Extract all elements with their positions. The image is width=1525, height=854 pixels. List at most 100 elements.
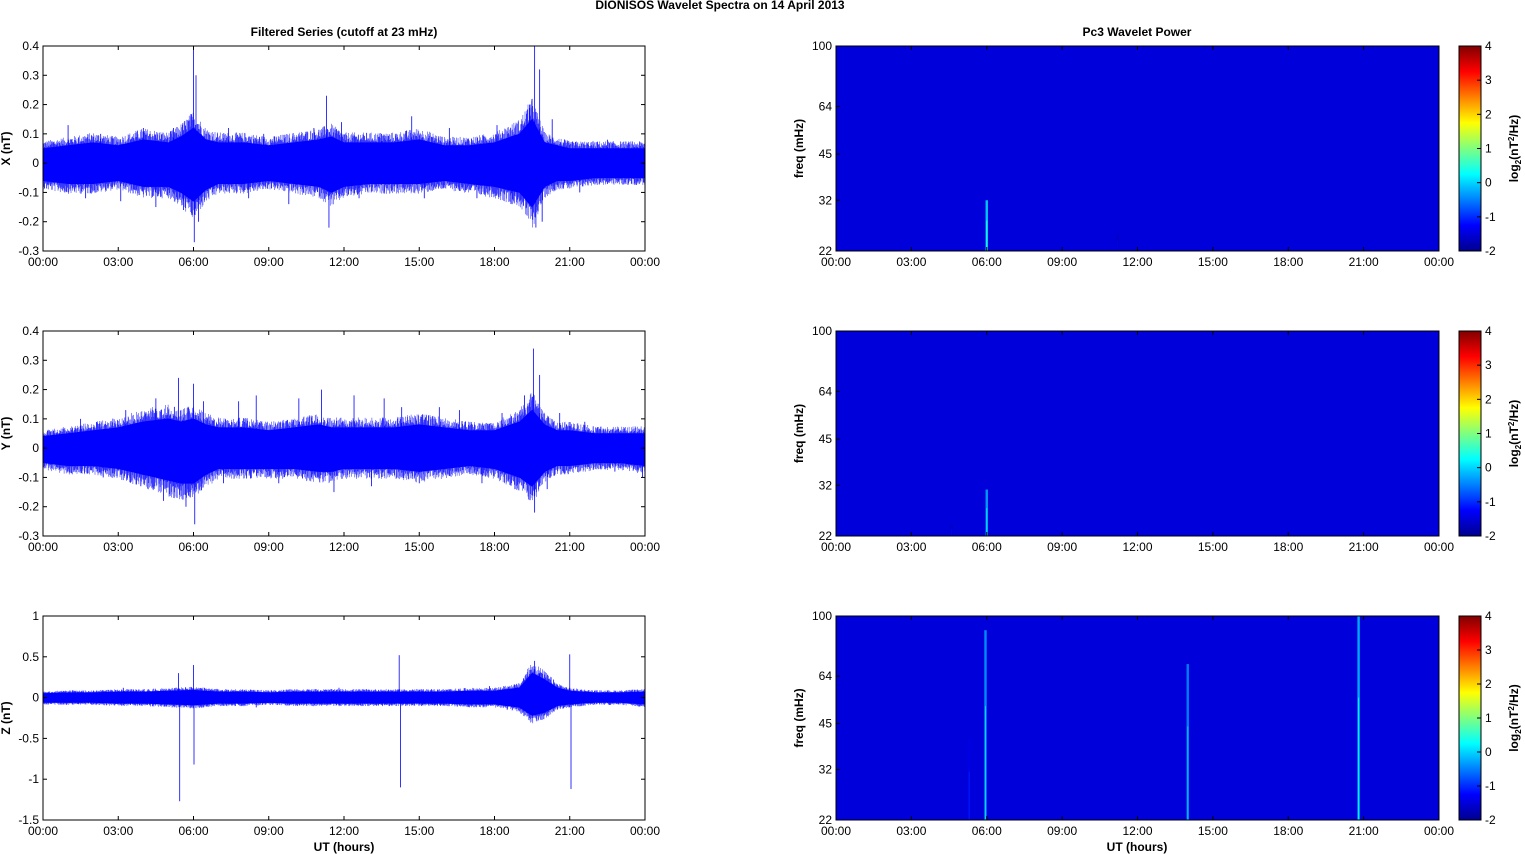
y-axis-label: freq (mHz) <box>792 119 806 178</box>
x-tick-label: 15:00 <box>1198 540 1228 554</box>
y-tick-label: 0.4 <box>22 324 39 338</box>
x-tick-label: 21:00 <box>555 255 585 269</box>
x-tick-label: 03:00 <box>896 255 926 269</box>
y-tick-label: -0.2 <box>18 500 39 514</box>
colorbar-tick-label: 3 <box>1485 643 1492 657</box>
colorbar-tick-label: -2 <box>1485 529 1496 543</box>
y-tick-label: 22 <box>819 813 833 827</box>
colorbar-label: log2(nT2/Hz) <box>1507 400 1523 468</box>
x-tick-label: 00:00 <box>630 540 660 554</box>
x-tick-label: 00:00 <box>630 255 660 269</box>
colorbar-tick-label: -2 <box>1485 244 1496 258</box>
y-tick-label: 45 <box>819 717 833 731</box>
x-tick-label: 06:00 <box>972 824 1002 838</box>
x-tick-label: 03:00 <box>896 824 926 838</box>
x-tick-label: 21:00 <box>1349 255 1379 269</box>
colorbar-tick-label: 0 <box>1485 461 1492 475</box>
x-tick-label: 09:00 <box>1047 540 1077 554</box>
x-tick-label: 00:00 <box>1424 540 1454 554</box>
y-tick-label: 0.5 <box>22 650 39 664</box>
x-tick-label: 15:00 <box>1198 255 1228 269</box>
colorbar-tick-label: 2 <box>1485 677 1492 691</box>
x-tick-label: 12:00 <box>1122 540 1152 554</box>
y-tick-label: 0 <box>32 156 39 170</box>
power-streak-core <box>1187 726 1189 820</box>
x-tick-label: 18:00 <box>479 540 509 554</box>
y-tick-label: 0.2 <box>22 383 39 397</box>
y-tick-label: -0.3 <box>18 244 39 258</box>
left-column-title: Filtered Series (cutoff at 23 mHz) <box>251 25 438 39</box>
x-tick-label: 12:00 <box>329 540 359 554</box>
y-tick-label: 0 <box>32 691 39 705</box>
y-tick-label: 32 <box>819 763 833 777</box>
x-tick-label: 09:00 <box>1047 255 1077 269</box>
right-column-title: Pc3 Wavelet Power <box>1083 25 1192 39</box>
colorbar-tick-label: 2 <box>1485 107 1492 121</box>
heatmap-background <box>836 46 1439 251</box>
y-tick-label: 64 <box>819 669 833 683</box>
colorbar: -2 -1 0 1 2 3 4 log2(nT2/Hz) <box>1458 324 1523 543</box>
colorbar: -2 -1 0 1 2 3 4 log2(nT2/Hz) <box>1458 609 1523 827</box>
y-tick-label: 64 <box>819 384 833 398</box>
y-tick-label: 100 <box>812 324 832 338</box>
x-tick-label: 03:00 <box>103 824 133 838</box>
x-tick-label: 00:00 <box>821 540 851 554</box>
y-tick-label: 0.3 <box>22 353 39 367</box>
colorbar-tick-label: 3 <box>1485 358 1492 372</box>
xlabel-right: UT (hours) <box>1107 840 1168 854</box>
power-streak-core <box>984 706 986 820</box>
time-series-panel-y: -0.3 -0.2 -0.1 0 0.1 0.2 0.3 0.4 00:00 03:00 06:00… <box>0 324 660 554</box>
x-tick-label: 03:00 <box>103 255 133 269</box>
y-tick-label: -1 <box>28 772 39 786</box>
colorbar-tick-label: -2 <box>1485 813 1496 827</box>
x-tick-label: 12:00 <box>329 255 359 269</box>
x-tick-label: 03:00 <box>103 540 133 554</box>
colorbar: -2 -1 0 1 2 3 4 log2(nT2/Hz) <box>1458 39 1523 258</box>
y-axis-label: Z (nT) <box>0 701 13 734</box>
x-tick-label: 21:00 <box>1349 824 1379 838</box>
x-tick-label: 00:00 <box>630 824 660 838</box>
x-tick-label: 21:00 <box>555 824 585 838</box>
y-axis-label: Y (nT) <box>0 417 13 451</box>
x-tick-label: 12:00 <box>1122 255 1152 269</box>
x-tick-label: 18:00 <box>479 255 509 269</box>
colorbar-tick-label: 3 <box>1485 73 1492 87</box>
y-axis-label: freq (mHz) <box>792 688 806 747</box>
y-tick-label: 45 <box>819 432 833 446</box>
y-tick-label: 0 <box>32 441 39 455</box>
figure-title: DIONISOS Wavelet Spectra on 14 April 201… <box>595 0 845 12</box>
y-axis-label: X (nT) <box>0 132 13 166</box>
x-tick-label: 00:00 <box>28 255 58 269</box>
x-tick-label: 18:00 <box>479 824 509 838</box>
x-tick-label: 12:00 <box>1122 824 1152 838</box>
time-series-panel-z: -1.5 -1 -0.5 0 0.5 1 00:00 03:00 06:00 09:00 12:00… <box>0 609 660 838</box>
colorbar-tick-label: 1 <box>1485 711 1492 725</box>
y-tick-label: 22 <box>819 244 833 258</box>
x-tick-label: 00:00 <box>821 824 851 838</box>
y-tick-label: 22 <box>819 529 833 543</box>
x-tick-label: 00:00 <box>28 824 58 838</box>
xlabel-left: UT (hours) <box>314 840 375 854</box>
x-tick-label: 18:00 <box>1273 540 1303 554</box>
x-tick-label: 09:00 <box>254 255 284 269</box>
colorbar-tick-label: -1 <box>1485 495 1496 509</box>
y-tick-label: 32 <box>819 478 833 492</box>
colorbar-label: log2(nT2/Hz) <box>1507 115 1523 183</box>
y-axis-label: freq (mHz) <box>792 404 806 463</box>
x-tick-label: 00:00 <box>28 540 58 554</box>
x-tick-label: 00:00 <box>1424 255 1454 269</box>
x-tick-label: 06:00 <box>178 255 208 269</box>
y-tick-label: -0.3 <box>18 529 39 543</box>
y-tick-label: 32 <box>819 193 833 207</box>
colorbar-tick-label: 0 <box>1485 745 1492 759</box>
power-streak-core <box>986 508 988 536</box>
y-tick-label: 0.3 <box>22 68 39 82</box>
y-tick-label: -1.5 <box>18 813 39 827</box>
heatmap-background <box>836 616 1439 820</box>
y-tick-label: 100 <box>812 609 832 623</box>
x-tick-label: 15:00 <box>404 824 434 838</box>
x-tick-label: 15:00 <box>1198 824 1228 838</box>
power-streak-core <box>968 771 970 820</box>
